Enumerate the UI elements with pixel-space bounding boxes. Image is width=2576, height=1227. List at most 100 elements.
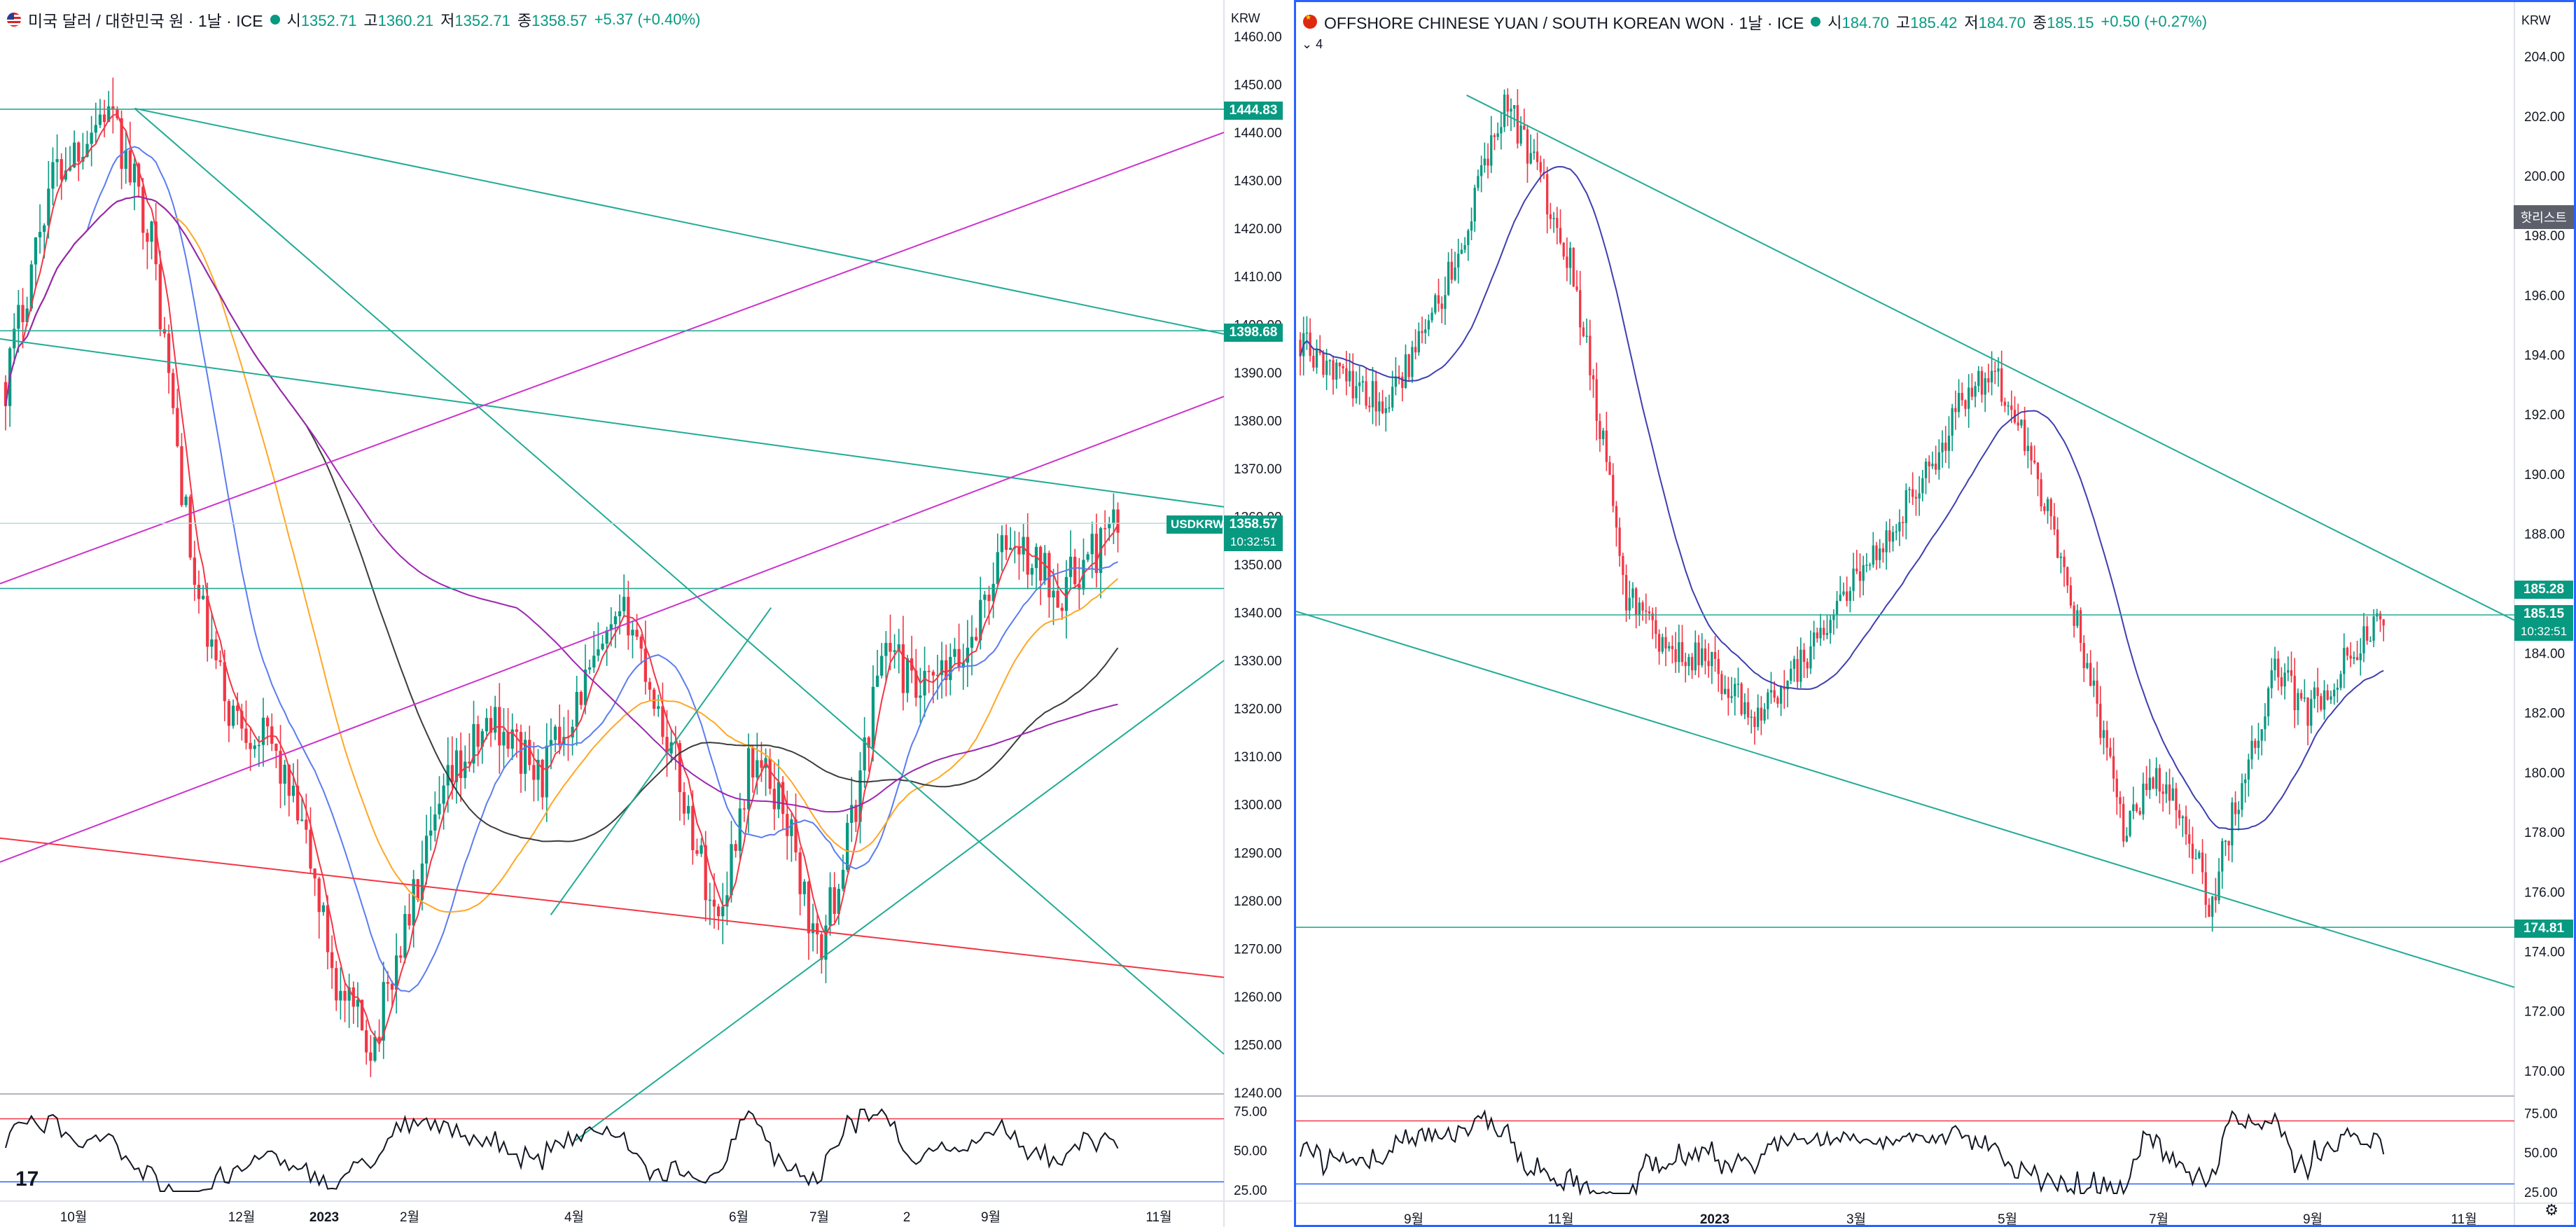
candle-body [1526, 129, 1529, 164]
candle-body [360, 999, 364, 1031]
candle-body [1944, 443, 1947, 451]
candle-body [107, 106, 111, 123]
candle-body [1407, 354, 1410, 377]
candle-body [2339, 674, 2342, 688]
candle-body [2211, 896, 2214, 917]
candle-body [373, 1037, 377, 1061]
candle-body [330, 952, 334, 969]
candle-body [1318, 349, 1321, 354]
cnhkrw-legend: OFFSHORE CHINESE YUAN / SOUTH KOREAN WON… [1303, 8, 2207, 36]
candle-body [953, 649, 956, 657]
candle-body [257, 744, 261, 747]
candle-body [188, 497, 192, 558]
candle-body [60, 159, 63, 180]
candle-body [1898, 522, 1901, 532]
candle-body [687, 805, 690, 814]
price-tick-label: 196.00 [2524, 289, 2565, 303]
candle-body [1655, 620, 1657, 635]
candle-body [1315, 349, 1318, 368]
time-axis-label: 2023 [1700, 1212, 1729, 1227]
candle-body [1974, 386, 1977, 397]
candle-body [635, 630, 639, 637]
candle-body [2231, 802, 2234, 846]
candle-body [1835, 600, 1839, 615]
candle-body [429, 830, 433, 836]
candle-body [2036, 462, 2040, 480]
countdown-badge: 10:32:51 [1224, 533, 1283, 551]
candle-body [382, 982, 385, 1041]
symbol-title[interactable]: 미국 달러 / 대한민국 원 · 1날 · ICE [28, 12, 263, 30]
candle-body [1411, 347, 1414, 377]
currency-label[interactable]: KRW [1231, 11, 1260, 25]
candle-body [1483, 158, 1486, 165]
candle-body [1599, 421, 1601, 439]
candle-body [2059, 556, 2062, 558]
candle-body [867, 737, 870, 748]
candle-body [1717, 658, 1720, 674]
candle-body [1750, 716, 1753, 718]
candle-body [1566, 256, 1568, 268]
candle-body [742, 808, 746, 810]
indicators-toggle[interactable]: ⌄ 4 [1302, 37, 1323, 51]
candle-body [532, 765, 536, 780]
candle-body [1628, 597, 1631, 611]
candle-body [1043, 553, 1047, 581]
candle-body [2145, 783, 2148, 791]
candle-body [2115, 778, 2118, 798]
price-tick-label: 1460.00 [1234, 30, 1282, 45]
candle-body [1430, 312, 1433, 321]
candle-body [2135, 804, 2138, 812]
candle-body [1690, 657, 1694, 671]
candle-body [227, 701, 231, 726]
candle-body [2372, 616, 2375, 641]
price-tick-label: 184.00 [2524, 647, 2565, 662]
candle-body [85, 144, 89, 157]
candle-body [223, 662, 226, 702]
candle-body [2359, 653, 2362, 660]
candle-body [1753, 716, 1756, 728]
ohlc-low: 저184.70 [1964, 14, 2026, 32]
hotlist-button[interactable]: 핫리스트 [2513, 205, 2574, 229]
candle-body [2320, 695, 2323, 710]
symbol-title[interactable]: OFFSHORE CHINESE YUAN / SOUTH KOREAN WON… [1324, 14, 1804, 32]
gear-icon[interactable]: ⚙ [2544, 1201, 2558, 1219]
candle-body [536, 759, 540, 780]
ohlc-high: 고185.42 [1895, 14, 1958, 32]
candle-body [1539, 162, 1542, 172]
candle-body [699, 845, 703, 854]
candle-body [1401, 376, 1404, 388]
candle-body [2313, 687, 2316, 699]
candle-body [1819, 628, 1822, 639]
candle-body [2379, 613, 2382, 620]
candle-body [2264, 716, 2267, 730]
tradingview-logo[interactable]: 17 [15, 1167, 39, 1191]
candle-body [1398, 376, 1400, 377]
currency-label[interactable]: KRW [2521, 13, 2551, 27]
candle-body [2218, 871, 2220, 901]
candle-body [1839, 595, 1842, 601]
candle-body [871, 686, 875, 748]
candle-body [1549, 214, 1552, 219]
candle-body [249, 742, 252, 749]
candle-body [1325, 361, 1328, 375]
candle-body [1503, 95, 1506, 127]
candle-body [1704, 648, 1707, 661]
candle-body [2142, 783, 2145, 814]
candle-body [2073, 605, 2075, 626]
candle-body [128, 150, 132, 183]
time-axis-label: 9월 [981, 1209, 1001, 1225]
candle-body [609, 624, 613, 630]
candle-body [1872, 545, 1874, 565]
candle-body [1954, 408, 1957, 413]
candle-body [2020, 420, 2023, 426]
candle-body [914, 670, 918, 698]
usdkrw-chart-canvas[interactable]: 1460.00 1450.00 1440.00 1430.00 1420.00 1410.… [0, 0, 1293, 1227]
price-tick-label: 1310.00 [1234, 750, 1282, 765]
cnhkrw-chart-canvas[interactable]: 204.00 202.00 200.00 198.00 196.00 194.00 192.… [1296, 2, 2576, 1227]
candle-body [760, 760, 763, 768]
candle-body [1612, 475, 1615, 506]
candle-body [132, 163, 137, 183]
candle-body [884, 642, 888, 656]
chart-pane-usdkrw[interactable]: 1460.00 1450.00 1440.00 1430.00 1420.00 1410.… [0, 0, 1293, 1227]
chart-pane-cnhkrw[interactable]: 204.00 202.00 200.00 198.00 196.00 194.00 192.… [1294, 0, 2576, 1227]
